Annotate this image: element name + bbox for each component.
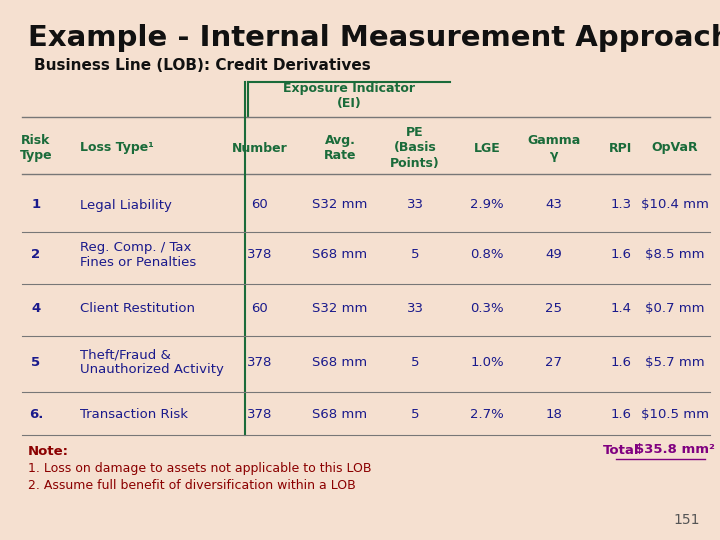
Text: Legal Liability: Legal Liability xyxy=(80,199,172,212)
Text: Avg.
Rate: Avg. Rate xyxy=(324,134,356,162)
Text: $35.8 mm²: $35.8 mm² xyxy=(635,443,715,456)
Text: OpVaR: OpVaR xyxy=(652,141,698,154)
Text: $0.7 mm: $0.7 mm xyxy=(645,301,705,314)
Text: 2. Assume full benefit of diversification within a LOB: 2. Assume full benefit of diversificatio… xyxy=(28,479,356,492)
Text: Client Restitution: Client Restitution xyxy=(80,301,195,314)
Text: S68 mm: S68 mm xyxy=(312,248,368,261)
Text: Example - Internal Measurement Approach: Example - Internal Measurement Approach xyxy=(28,24,720,52)
Text: Number: Number xyxy=(232,141,288,154)
Text: Note:: Note: xyxy=(28,445,69,458)
Text: $10.4 mm: $10.4 mm xyxy=(641,199,709,212)
Text: Business Line (LOB): Credit Derivatives: Business Line (LOB): Credit Derivatives xyxy=(34,57,371,72)
Text: 0.8%: 0.8% xyxy=(470,248,504,261)
Text: 25: 25 xyxy=(546,301,562,314)
Text: 18: 18 xyxy=(546,408,562,422)
Text: Transaction Risk: Transaction Risk xyxy=(80,408,188,422)
Text: Total: Total xyxy=(603,443,639,456)
Text: 4: 4 xyxy=(32,301,40,314)
Text: S68 mm: S68 mm xyxy=(312,408,368,422)
Text: $5.7 mm: $5.7 mm xyxy=(645,355,705,368)
Text: Theft/Fraud &
Unauthorized Activity: Theft/Fraud & Unauthorized Activity xyxy=(80,348,224,376)
Text: 1.6: 1.6 xyxy=(611,248,631,261)
Text: S32 mm: S32 mm xyxy=(312,199,368,212)
Text: Risk
Type: Risk Type xyxy=(19,134,53,162)
Text: 1.6: 1.6 xyxy=(611,408,631,422)
Text: 151: 151 xyxy=(673,513,700,527)
Text: 1. Loss on damage to assets not applicable to this LOB: 1. Loss on damage to assets not applicab… xyxy=(28,462,372,475)
Text: 5: 5 xyxy=(410,355,419,368)
Text: Reg. Comp. / Tax
Fines or Penalties: Reg. Comp. / Tax Fines or Penalties xyxy=(80,241,197,269)
Text: 1.4: 1.4 xyxy=(611,301,631,314)
Text: 49: 49 xyxy=(546,248,562,261)
Text: 2: 2 xyxy=(32,248,40,261)
Text: $8.5 mm: $8.5 mm xyxy=(645,248,705,261)
Text: 60: 60 xyxy=(251,199,269,212)
Text: 5: 5 xyxy=(410,408,419,422)
Text: Exposure Indicator
(EI): Exposure Indicator (EI) xyxy=(283,82,415,110)
Text: 1.6: 1.6 xyxy=(611,355,631,368)
Text: Loss Type¹: Loss Type¹ xyxy=(80,141,154,154)
Text: Gamma
γ: Gamma γ xyxy=(527,134,580,162)
Text: 378: 378 xyxy=(247,355,273,368)
Text: 0.3%: 0.3% xyxy=(470,301,504,314)
Text: 378: 378 xyxy=(247,408,273,422)
Text: 1.0%: 1.0% xyxy=(470,355,504,368)
Text: 2.7%: 2.7% xyxy=(470,408,504,422)
Text: 2.9%: 2.9% xyxy=(470,199,504,212)
Text: 6.: 6. xyxy=(29,408,43,422)
Text: S32 mm: S32 mm xyxy=(312,301,368,314)
Text: S68 mm: S68 mm xyxy=(312,355,368,368)
Text: PE
(Basis
Points): PE (Basis Points) xyxy=(390,126,440,170)
Text: 60: 60 xyxy=(251,301,269,314)
Text: 5: 5 xyxy=(410,248,419,261)
Text: RPI: RPI xyxy=(609,141,633,154)
Text: 5: 5 xyxy=(32,355,40,368)
Text: LGE: LGE xyxy=(474,141,500,154)
Text: 1.3: 1.3 xyxy=(611,199,631,212)
Text: 43: 43 xyxy=(546,199,562,212)
Text: $10.5 mm: $10.5 mm xyxy=(641,408,709,422)
Text: 1: 1 xyxy=(32,199,40,212)
Text: 33: 33 xyxy=(407,199,423,212)
Text: 27: 27 xyxy=(546,355,562,368)
Text: 33: 33 xyxy=(407,301,423,314)
Text: 378: 378 xyxy=(247,248,273,261)
